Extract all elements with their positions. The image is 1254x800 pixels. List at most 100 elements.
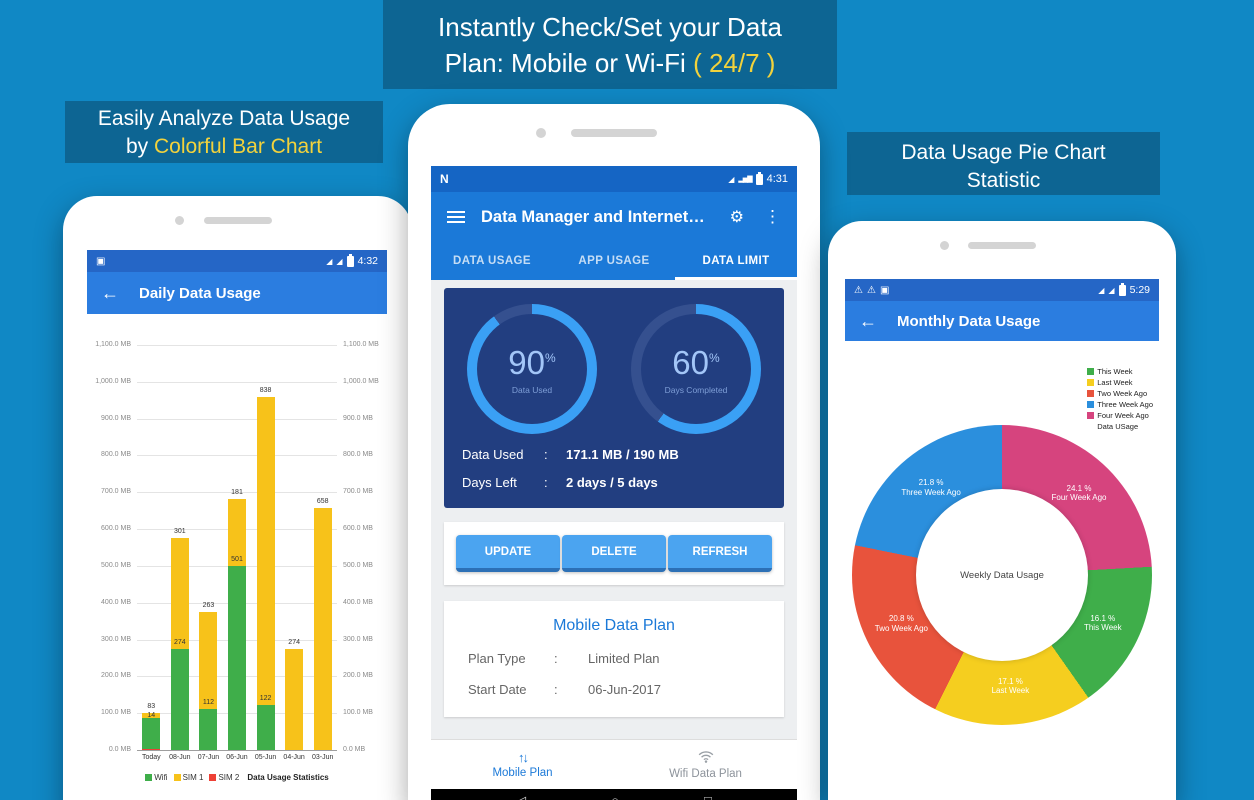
legend-label: Three Week Ago (1097, 400, 1153, 409)
left-headline: Easily Analyze Data Usage by Colorful Ba… (65, 105, 383, 161)
status-time: 5:29 (1129, 284, 1150, 296)
photo-icon: ▣ (96, 255, 106, 267)
back-arrow-icon[interactable]: ← (101, 282, 119, 303)
pie-legend-item: This Week (1087, 367, 1153, 376)
app-bar-title: Data Manager and Internet… (481, 207, 705, 226)
plan-row-value: Limited Plan (588, 651, 660, 666)
battery-icon (1118, 282, 1126, 296)
speaker-slot (203, 217, 272, 224)
mobile-data-plan-card: Mobile Data Plan Plan Type : Limited Pla… (444, 601, 784, 717)
top-headline-highlight: ( 24/7 ) (693, 48, 776, 78)
y-axis-right: 1,100.0 MB 1,000.0 MB 900.0 MB 800.0 MB 700.… (340, 341, 386, 753)
app-bar: Data Manager and Internet… ⚙ ⋮ (431, 192, 797, 242)
middle-phone: N ◢ ▂▅▇ 4:31 Data Manager and Internet… … (408, 104, 820, 800)
camera-dot (175, 216, 184, 225)
days-left-row: Days Left : 2 days / 5 days (462, 475, 774, 490)
bar-value-label: 274 (288, 639, 300, 647)
speaker-slot (968, 242, 1036, 249)
app-bar: ← Daily Data Usage (87, 272, 387, 314)
plan-row-value: 06-Jun-2017 (588, 682, 661, 697)
gridline (137, 492, 337, 494)
left-headline-highlight: Colorful Bar Chart (153, 135, 323, 158)
right-header-block (847, 132, 1160, 195)
wifi-signal-icon: ◢ (1098, 285, 1105, 295)
bar-segment-wifi (199, 708, 218, 750)
wifi-icon (697, 750, 715, 766)
pie-legend-item: Two Week Ago (1087, 389, 1153, 398)
nav-home-icon[interactable]: ○ (611, 793, 619, 800)
y-axis-tick-label: 200.0 MB (343, 672, 373, 680)
bar-segment-wifi (170, 649, 189, 750)
legend-chip (1087, 379, 1095, 386)
wifi-signal-icon: ◢ (326, 256, 333, 266)
tab-data-limit[interactable]: DATA LIMIT (675, 242, 797, 280)
nav-back-icon[interactable]: ◁ (516, 793, 526, 800)
y-axis-tick-label: 1,000.0 MB (343, 377, 379, 385)
gauge-number: 90 (508, 343, 546, 381)
y-axis-tick-label: 0.0 MB (108, 746, 131, 753)
nav-wifi-data-plan[interactable]: Wifi Data Plan (614, 740, 797, 789)
tab-app-usage[interactable]: APP USAGE (578, 255, 650, 267)
legend-label: Two Week Ago (1097, 389, 1148, 398)
x-axis-tick-label: Today (141, 754, 161, 761)
bar-value-label: 838 (259, 386, 272, 394)
y-axis-tick-label: 900.0 MB (101, 414, 131, 422)
y-axis-tick-label: 500.0 MB (101, 561, 131, 569)
update-button[interactable]: UPDATE (456, 535, 560, 572)
legend-label: SIM 2 (218, 773, 240, 782)
usage-summary-card: 90% Data Used 60% Days Completed Data Us… (444, 288, 784, 508)
legend-chip (1087, 401, 1095, 408)
settings-gear-icon[interactable]: ⚙ (729, 209, 744, 226)
donut-hole: Weekly Data Usage (916, 489, 1088, 661)
bar-plot-area: 83 14 301 274 263 112 181 501 838 122 274 658 (137, 345, 337, 751)
warning-icon: ⚠ (854, 284, 863, 296)
cell-signal-icon: ◢ (336, 256, 343, 266)
app-bar: ← Monthly Data Usage (845, 301, 1159, 341)
gauge-number: 60 (672, 343, 710, 381)
cell-signal-icon: ◢ (728, 174, 735, 184)
app-bar-title: Monthly Data Usage (897, 312, 1041, 330)
refresh-button[interactable]: REFRESH (668, 535, 772, 572)
photo-icon: ▣ (879, 284, 890, 296)
tab-bar: DATA USAGE APP USAGE DATA LIMIT (431, 242, 797, 280)
y-axis-tick-label: 300.0 MB (101, 635, 131, 643)
legend-item: SIM 2 (209, 773, 239, 782)
bar-value-label: 274 (174, 639, 186, 647)
bar-segment-sim-1 (228, 498, 246, 566)
bar-value-label: 501 (231, 555, 243, 563)
y-axis-tick-label: 300.0 MB (343, 635, 373, 643)
legend-chip (173, 774, 181, 781)
signal-bars-icon: ▂▅▇ (738, 176, 752, 183)
bar-value-label: 83 (147, 702, 156, 710)
legend-item: SIM 1 (173, 773, 204, 782)
legend-item: Wifi (145, 773, 168, 782)
delete-button[interactable]: DELETE (562, 535, 666, 572)
overflow-menu-icon[interactable]: ⋮ (764, 207, 781, 226)
donut-chart: Weekly Data Usage 24.1 % Four Week Ago 16.… (852, 425, 1152, 725)
plan-row-separator: : (554, 651, 558, 666)
nav-mobile-plan[interactable]: ↑↓ Mobile Plan (431, 740, 614, 789)
status-icons: ◢ ◢ 4:32 (326, 253, 378, 267)
x-axis-tick-label: 03-Jun (312, 754, 334, 761)
legend-chip (145, 774, 153, 781)
pie-legend-item: Four Week Ago (1087, 411, 1153, 420)
legend-chip (1087, 390, 1095, 397)
menu-icon[interactable] (447, 210, 465, 224)
x-axis-tick-label: 07-Jun (197, 754, 220, 761)
status-bar: ▣ ◢ ◢ 4:32 (87, 250, 387, 272)
y-axis-tick-label: 700.0 MB (343, 488, 373, 496)
status-time: 4:31 (766, 173, 788, 185)
legend-label: This Week (1097, 367, 1133, 376)
tab-data-usage[interactable]: DATA USAGE (453, 255, 531, 267)
bar-segment-sim-1 (313, 507, 332, 750)
camera-dot (536, 128, 546, 138)
stat-label: Days Left (462, 475, 517, 490)
battery-icon (346, 253, 354, 267)
nav-recents-icon[interactable]: □ (704, 793, 712, 800)
legend-label: SIM 1 (182, 773, 204, 782)
battery-icon (755, 171, 763, 185)
x-axis-tick-label: 04-Jun (283, 754, 305, 761)
y-axis-tick-label: 0.0 MB (343, 746, 366, 753)
back-arrow-icon[interactable]: ← (859, 310, 877, 331)
gauge-unit: % (545, 350, 556, 365)
